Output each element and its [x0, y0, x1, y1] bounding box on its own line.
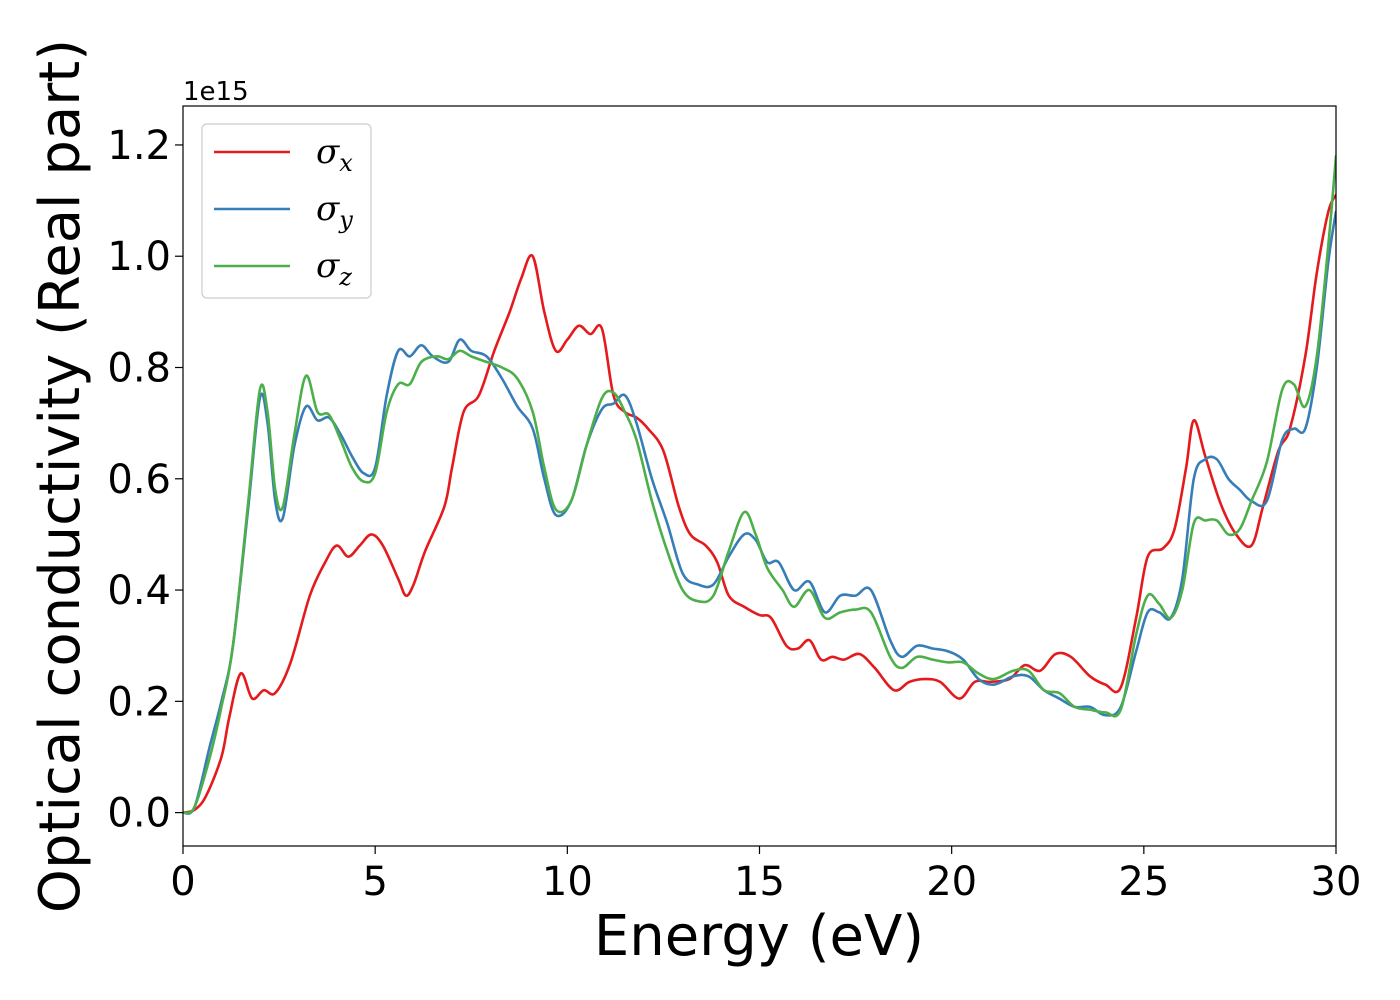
y-axis: 0.0 0.2 0.4 0.6 0.8 1.0 1.2: [107, 123, 183, 837]
legend-frame: [201, 123, 372, 299]
y-axis-title: Optical conductivity (Real part): [28, 39, 93, 913]
y-tick-label: 0.2: [107, 679, 171, 725]
series-layer: [183, 154, 1336, 815]
x-tick-label: 0: [170, 859, 195, 905]
x-tick-label: 5: [362, 859, 387, 905]
x-axis: 0 5 10 15 20 25 30: [170, 846, 1361, 905]
y-tick-label: 0.0: [107, 791, 171, 837]
y-tick-label: 0.8: [107, 346, 171, 392]
y-tick-label: 0.4: [107, 568, 171, 614]
x-tick-label: 10: [542, 859, 593, 905]
y-tick-label: 1.0: [107, 234, 171, 280]
y-offset-label: 1e15: [183, 77, 249, 107]
series-line-x: [183, 193, 1336, 814]
x-tick-label: 30: [1311, 859, 1362, 905]
series-line-z: [183, 154, 1336, 815]
y-tick-label: 0.6: [107, 457, 171, 503]
y-tick-label: 1.2: [107, 123, 171, 169]
x-tick-label: 15: [734, 859, 785, 905]
x-axis-title: Energy (eV): [594, 904, 924, 969]
x-tick-label: 25: [1118, 859, 1169, 905]
x-tick-label: 20: [926, 859, 977, 905]
